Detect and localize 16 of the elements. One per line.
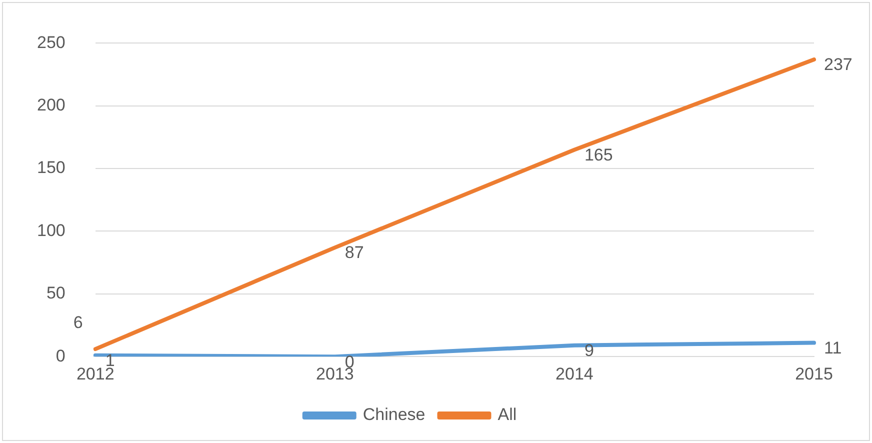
y-tick-label: 150	[36, 158, 66, 178]
x-tick-label: 2014	[556, 364, 594, 384]
x-tick-label: 2015	[795, 364, 833, 384]
y-tick-label: 250	[36, 32, 66, 52]
y-tick-label: 100	[36, 220, 66, 240]
y-tick-label: 0	[56, 346, 66, 366]
legend-label: All	[498, 405, 517, 424]
y-tick-label: 50	[46, 284, 66, 303]
data-label: 87	[344, 243, 364, 262]
data-label: 237	[824, 55, 852, 74]
data-label: 6	[73, 312, 83, 332]
data-label: 9	[584, 341, 594, 360]
data-label: 11	[824, 338, 842, 358]
data-label: 165	[584, 145, 613, 164]
legend-label: Chinese	[362, 405, 426, 424]
y-tick-label: 200	[36, 96, 66, 115]
